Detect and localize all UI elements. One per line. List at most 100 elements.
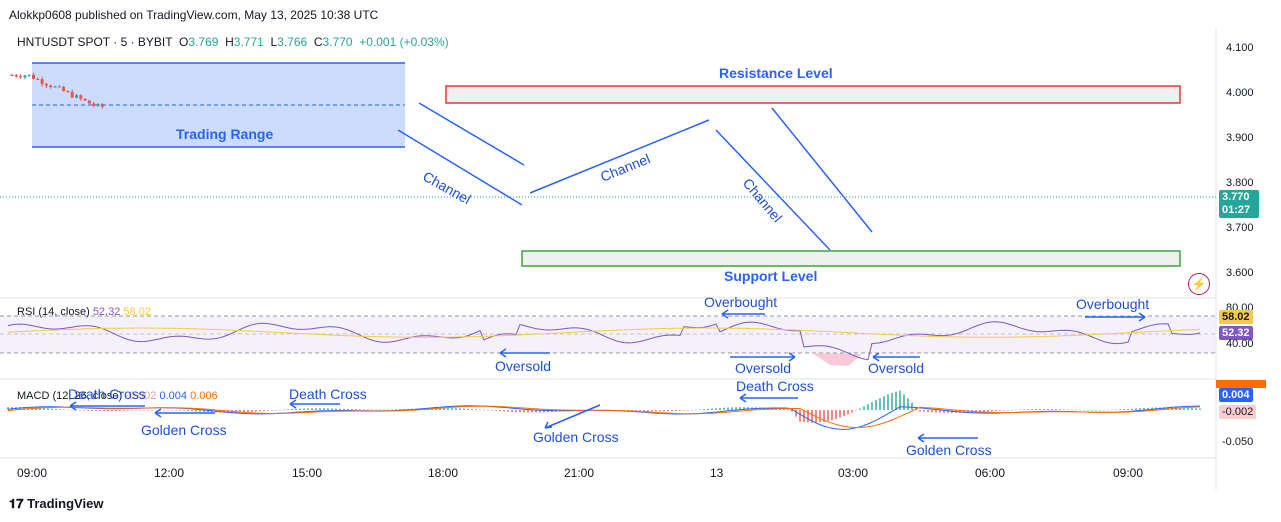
macd-histogram-bar — [1031, 409, 1033, 410]
macd-histogram-bar — [963, 410, 965, 413]
candle-body[interactable] — [44, 83, 48, 86]
resistance-box[interactable] — [445, 85, 1181, 104]
macd-histogram-bar — [919, 410, 921, 412]
price-tick: 4.100 — [1226, 42, 1254, 54]
macd-histogram-bar — [1127, 408, 1129, 410]
channel-lower-2[interactable] — [715, 129, 831, 251]
oversold-label-3[interactable]: Oversold — [868, 360, 925, 376]
death-cross-label-2[interactable]: Death Cross — [289, 386, 367, 402]
candle-body[interactable] — [14, 75, 18, 77]
resistance-label[interactable]: Resistance Level — [719, 65, 833, 81]
trading-range-label[interactable]: Trading Range — [176, 126, 274, 142]
macd-histogram-bar — [1123, 409, 1125, 410]
support-label[interactable]: Support Level — [724, 268, 818, 284]
macd-histogram-bar — [935, 410, 937, 413]
death-cross-label-1[interactable]: Death Cross — [68, 386, 146, 402]
macd-histogram-bar — [863, 406, 865, 410]
channel-upper-2[interactable] — [771, 107, 873, 233]
candle-body[interactable] — [75, 95, 78, 98]
macd-histogram-bar — [631, 410, 633, 411]
golden-cross-label-3[interactable]: Golden Cross — [906, 442, 992, 458]
candle-body[interactable] — [79, 95, 83, 99]
macd-legend[interactable]: MACD (12, 26, close) -0.002 0.004 0.006 — [17, 390, 218, 402]
macd-histogram-bar — [855, 410, 857, 411]
support-box[interactable] — [521, 250, 1181, 267]
golden-cross-label-1[interactable]: Golden Cross — [141, 422, 227, 438]
tradingview-logo[interactable]: 𝟏𝟕 TradingView — [9, 496, 103, 512]
macd-histogram-bar — [683, 410, 685, 411]
overbought-label-1[interactable]: Overbought — [704, 294, 778, 310]
channel-lower-1[interactable] — [397, 129, 523, 206]
macd-histogram-bar — [263, 410, 265, 412]
candle-body[interactable] — [40, 79, 44, 84]
macd-histogram-bar — [671, 410, 673, 412]
candle-body[interactable] — [70, 91, 74, 98]
macd-histogram-bar — [707, 408, 709, 410]
macd-legend-signal: 0.006 — [190, 390, 218, 402]
macd-histogram-bar — [859, 408, 861, 410]
macd-histogram-bar — [87, 410, 89, 411]
macd-histogram-bar — [1119, 409, 1121, 410]
overbought-label-2[interactable]: Overbought — [1076, 296, 1150, 312]
lightning-icon[interactable]: ⚡ — [1188, 273, 1210, 295]
candle-body[interactable] — [92, 103, 96, 106]
death-cross-label-3[interactable]: Death Cross — [736, 378, 814, 394]
rsi-legend-ma: 58.02 — [123, 306, 151, 318]
macd-histogram-bar — [291, 409, 293, 410]
oversold-label-2[interactable]: Oversold — [735, 360, 792, 376]
macd-histogram-bar — [1135, 408, 1137, 410]
macd-histogram-bar — [363, 409, 365, 410]
candle-body[interactable] — [19, 76, 23, 78]
rsi-ma-line[interactable] — [7, 327, 1201, 338]
macd-histogram-bar — [735, 407, 737, 410]
macd-histogram-bar — [1131, 408, 1133, 410]
candle-body[interactable] — [27, 74, 31, 76]
macd-histogram-bar — [1023, 409, 1025, 410]
macd-histogram-bar — [183, 410, 185, 411]
candle-body[interactable] — [10, 75, 14, 76]
candle-body[interactable] — [49, 85, 53, 88]
candle-body[interactable] — [66, 91, 70, 93]
candle-body[interactable] — [36, 78, 40, 80]
candle-body[interactable] — [96, 104, 100, 106]
macd-histogram-bar — [451, 407, 453, 410]
macd-histogram-bar — [147, 410, 149, 411]
rsi-legend[interactable]: RSI (14, close) 52.32 58.02 — [17, 306, 151, 318]
macd-histogram-bar — [23, 407, 25, 410]
candles[interactable] — [10, 72, 104, 109]
candle-body[interactable] — [87, 100, 91, 104]
candle-body[interactable] — [83, 98, 87, 101]
macd-histogram-bar — [143, 410, 145, 411]
rsi-legend-label: RSI (14, close) — [17, 306, 90, 318]
macd-histogram-bar — [59, 409, 61, 410]
macd-histogram-bar — [103, 410, 105, 412]
channel-upper-1[interactable] — [418, 102, 525, 166]
candle-body[interactable] — [53, 86, 57, 88]
macd-histogram-bar — [135, 410, 137, 411]
macd-histogram-bar — [663, 410, 665, 412]
candle-body[interactable] — [32, 74, 35, 79]
macd-histogram-bar — [495, 410, 497, 411]
macd-histogram-bar — [811, 410, 813, 423]
macd-histogram-bar — [895, 391, 897, 410]
candle-body[interactable] — [23, 75, 27, 78]
macd-histogram-bar — [515, 410, 517, 413]
macd-histogram-bar — [71, 410, 73, 411]
oversold-label-1[interactable]: Oversold — [495, 358, 552, 374]
macd-histogram-bar — [791, 410, 793, 412]
time-tick: 09:00 — [17, 466, 48, 480]
rsi-line[interactable] — [7, 321, 1201, 361]
candle-body[interactable] — [100, 104, 104, 107]
macd-histogram-bar — [731, 407, 733, 410]
symbol-legend: HNTUSDT SPOT · 5 · BYBIT O3.769 H3.771 L… — [17, 35, 449, 49]
signal-line[interactable] — [7, 405, 1201, 429]
candle-body[interactable] — [62, 86, 66, 92]
golden-cross-label-2[interactable]: Golden Cross — [533, 429, 619, 445]
candle-body[interactable] — [57, 86, 61, 88]
macd-histogram-bar — [923, 410, 925, 412]
macd-histogram-bar — [1115, 409, 1117, 410]
channel-rising[interactable] — [529, 119, 710, 194]
macd-histogram-bar — [1075, 409, 1077, 411]
symbol-name[interactable]: HNTUSDT SPOT · 5 · BYBIT — [17, 35, 173, 49]
